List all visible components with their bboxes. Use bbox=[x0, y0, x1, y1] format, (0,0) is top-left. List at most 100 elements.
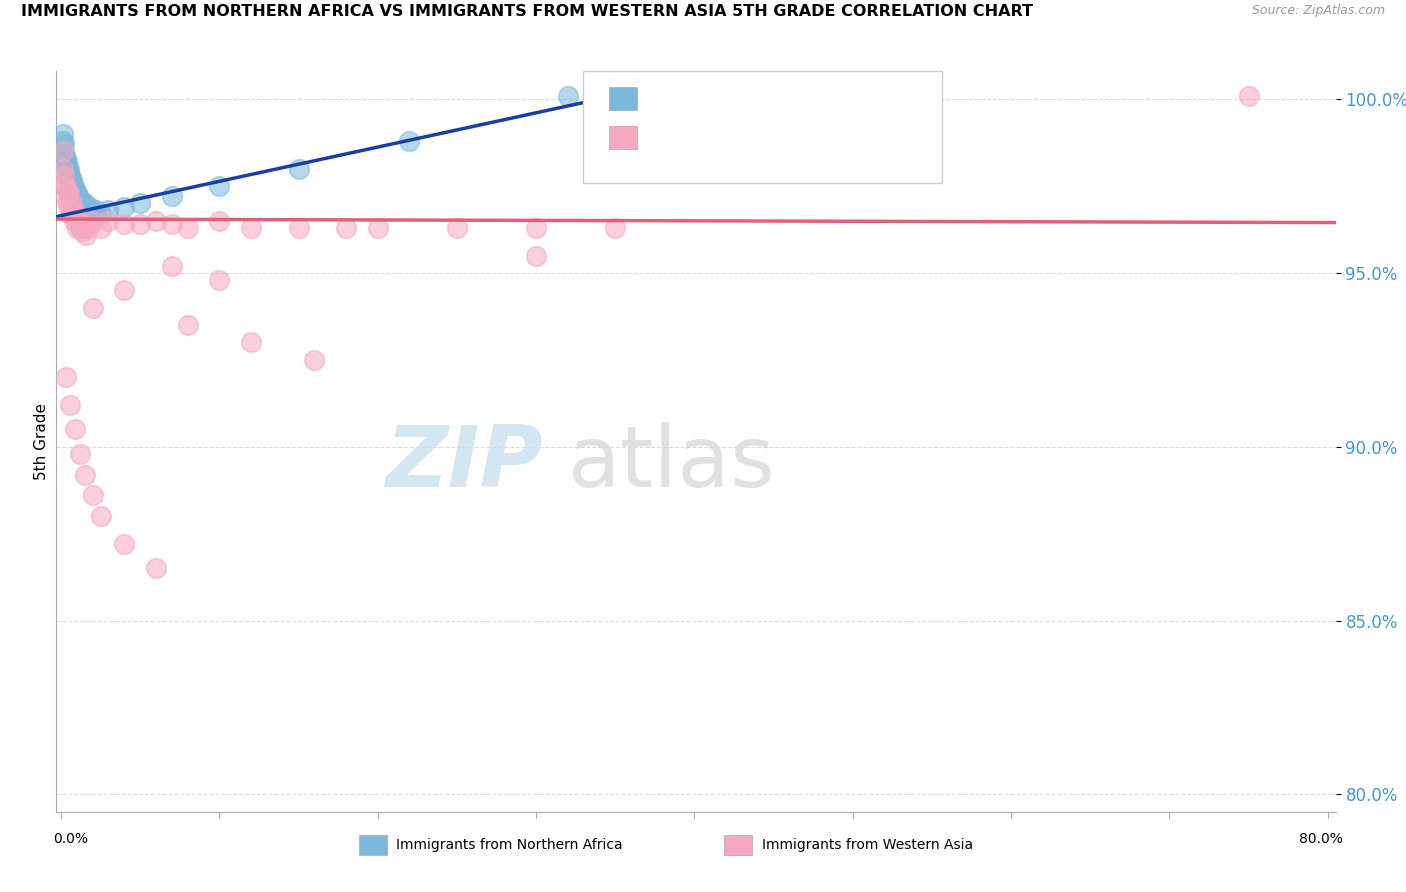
Point bbox=[58, 172, 80, 186]
Point bbox=[84, 203, 107, 218]
Point bbox=[69, 193, 91, 207]
Point bbox=[65, 189, 87, 203]
Point bbox=[112, 200, 135, 214]
Point bbox=[446, 220, 468, 235]
Text: Immigrants from Northern Africa: Immigrants from Northern Africa bbox=[396, 838, 623, 852]
Point bbox=[90, 207, 112, 221]
Point bbox=[66, 220, 89, 235]
Point bbox=[56, 154, 79, 169]
Point bbox=[65, 182, 87, 196]
Point bbox=[56, 161, 79, 176]
Point bbox=[72, 200, 94, 214]
Text: Source: ZipAtlas.com: Source: ZipAtlas.com bbox=[1251, 4, 1385, 18]
Text: Immigrants from Western Asia: Immigrants from Western Asia bbox=[762, 838, 973, 852]
Point bbox=[59, 196, 82, 211]
Point bbox=[90, 220, 112, 235]
Point bbox=[90, 509, 112, 524]
Text: N =: N = bbox=[755, 128, 803, 146]
Point bbox=[73, 467, 96, 482]
Text: ZIP: ZIP bbox=[385, 422, 543, 505]
Point bbox=[79, 200, 101, 214]
Point bbox=[82, 214, 104, 228]
Point bbox=[398, 134, 420, 148]
Point bbox=[112, 537, 135, 551]
Point bbox=[62, 186, 84, 200]
Point bbox=[75, 203, 97, 218]
Point bbox=[82, 301, 104, 315]
Point bbox=[55, 189, 77, 203]
Point bbox=[58, 165, 80, 179]
Text: IMMIGRANTS FROM NORTHERN AFRICA VS IMMIGRANTS FROM WESTERN ASIA 5TH GRADE CORREL: IMMIGRANTS FROM NORTHERN AFRICA VS IMMIG… bbox=[21, 4, 1033, 20]
Point bbox=[52, 161, 75, 176]
Point bbox=[1237, 88, 1260, 103]
Point bbox=[65, 422, 87, 436]
Point bbox=[53, 137, 76, 152]
Point bbox=[145, 561, 167, 575]
Point bbox=[97, 214, 120, 228]
Point bbox=[59, 172, 82, 186]
Point bbox=[55, 179, 77, 194]
Point bbox=[145, 214, 167, 228]
Point bbox=[60, 176, 83, 190]
Point bbox=[55, 370, 77, 384]
Point bbox=[240, 335, 263, 350]
Point bbox=[82, 488, 104, 502]
Point bbox=[59, 169, 82, 183]
Point bbox=[59, 207, 82, 221]
Point bbox=[524, 249, 547, 263]
Point bbox=[112, 283, 135, 297]
Point bbox=[62, 214, 84, 228]
Point bbox=[62, 203, 84, 218]
Point bbox=[73, 196, 96, 211]
Point bbox=[97, 203, 120, 218]
Point bbox=[524, 220, 547, 235]
Text: 80.0%: 80.0% bbox=[1299, 832, 1343, 846]
Point bbox=[58, 189, 80, 203]
Point bbox=[335, 220, 357, 235]
Point bbox=[70, 196, 93, 211]
Point bbox=[160, 217, 183, 231]
Point bbox=[79, 220, 101, 235]
Point bbox=[53, 179, 76, 194]
Point bbox=[52, 134, 75, 148]
Point bbox=[60, 172, 83, 186]
Point bbox=[70, 224, 93, 238]
Point bbox=[112, 217, 135, 231]
Point bbox=[160, 259, 183, 273]
Point bbox=[56, 169, 79, 183]
Point bbox=[60, 182, 83, 196]
Point bbox=[52, 127, 75, 141]
Point bbox=[66, 211, 89, 225]
Point bbox=[67, 189, 90, 203]
Point bbox=[55, 151, 77, 165]
Point bbox=[304, 352, 326, 367]
Point bbox=[69, 447, 91, 461]
Point bbox=[62, 179, 84, 194]
Point bbox=[367, 220, 389, 235]
Point bbox=[557, 88, 579, 103]
Point bbox=[56, 182, 79, 196]
Point bbox=[208, 179, 231, 194]
Point bbox=[58, 161, 80, 176]
Point bbox=[58, 200, 80, 214]
Point bbox=[55, 154, 77, 169]
Point bbox=[82, 203, 104, 218]
Point bbox=[60, 196, 83, 211]
Text: N =: N = bbox=[755, 89, 803, 107]
Text: R =: R = bbox=[647, 128, 683, 146]
Text: atlas: atlas bbox=[568, 422, 776, 505]
Point bbox=[208, 214, 231, 228]
Point bbox=[605, 220, 627, 235]
Point bbox=[59, 179, 82, 194]
Point bbox=[287, 220, 309, 235]
Point bbox=[65, 207, 87, 221]
Point bbox=[176, 318, 198, 332]
Point bbox=[58, 186, 80, 200]
Point bbox=[75, 227, 97, 242]
Text: 60: 60 bbox=[806, 128, 827, 146]
Point bbox=[208, 273, 231, 287]
Point bbox=[56, 196, 79, 211]
Point bbox=[67, 214, 90, 228]
Point bbox=[160, 189, 183, 203]
Text: 44: 44 bbox=[806, 89, 827, 107]
